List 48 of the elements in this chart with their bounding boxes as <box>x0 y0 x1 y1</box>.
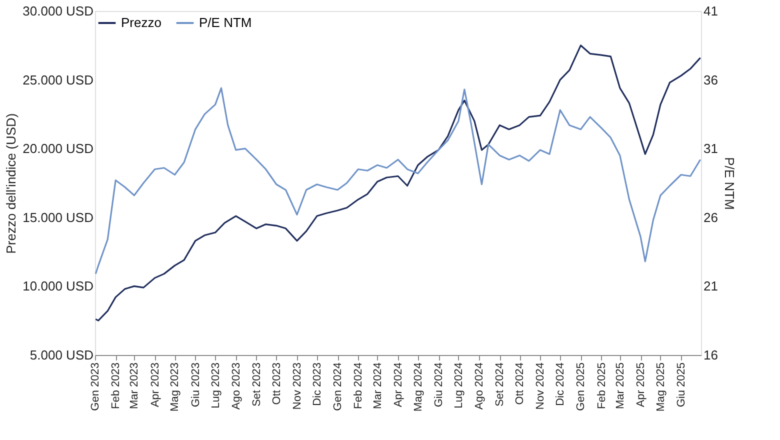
x-tick-label: Mag 2024 <box>412 362 424 412</box>
x-tick-label: Mar 2024 <box>372 362 384 409</box>
y-tick-label: 15.000 USD <box>22 210 94 225</box>
y-tick-label: 30.000 USD <box>22 4 94 18</box>
x-tick-label: Mar 2023 <box>128 362 141 409</box>
y2-tick-label: 41 <box>704 4 718 18</box>
x-tick-label: Lug 2024 <box>452 362 465 408</box>
legend-label: Prezzo <box>121 15 162 30</box>
x-tick-label: Gen 2023 <box>90 362 102 411</box>
y2-tick-label: 31 <box>704 141 718 156</box>
x-tick-label: Ott 2023 <box>270 362 283 405</box>
legend-label: P/E NTM <box>199 15 252 30</box>
y-tick-label: 10.000 USD <box>22 278 94 294</box>
y-axis-title: Prezzo dell'indice (USD) <box>4 113 19 254</box>
x-tick-label: Mag 2023 <box>169 362 182 412</box>
y-tick-label: 20.000 USD <box>22 141 94 156</box>
x-tick-label: Feb 2025 <box>596 362 608 409</box>
x-tick-label: Set 2024 <box>494 362 506 407</box>
x-tick-label: Apr 2023 <box>149 362 162 408</box>
x-tick-label: Gen 2024 <box>332 362 344 411</box>
x-tick-label: Mag 2025 <box>654 362 667 412</box>
x-tick-label: Nov 2023 <box>292 362 304 410</box>
x-tick-label: Nov 2024 <box>534 362 547 410</box>
y2-tick-label: 26 <box>704 210 718 225</box>
y2-tick-label: 16 <box>704 348 718 362</box>
x-tick-label: Ago 2023 <box>230 362 242 410</box>
x-tick-label: Giu 2024 <box>433 362 446 408</box>
x-tick-label: Dic 2024 <box>554 362 567 406</box>
y2-tick-label: 36 <box>704 72 718 88</box>
line-series <box>94 87 702 275</box>
line-series <box>94 44 702 322</box>
y-tick-label: 25.000 USD <box>22 72 94 88</box>
x-tick-label: Ago 2024 <box>474 362 486 410</box>
x-tick-label: Giu 2025 <box>676 362 688 408</box>
x-tick-label: Mar 2025 <box>614 362 626 409</box>
x-tick-label: Feb 2023 <box>110 362 122 409</box>
x-tick-label: Gen 2025 <box>575 362 588 411</box>
y2-axis-title: P/E NTM <box>722 157 737 210</box>
x-tick-label: Set 2023 <box>250 362 263 407</box>
x-tick-label: Giu 2023 <box>190 362 202 408</box>
x-tick-label: Feb 2024 <box>352 362 365 409</box>
x-tick-label: Apr 2025 <box>635 362 648 408</box>
x-tick-label: Lug 2023 <box>210 362 222 408</box>
y-tick-label: 5.000 USD <box>30 348 94 362</box>
x-tick-label: Dic 2023 <box>311 362 324 406</box>
x-tick-label: Ott 2024 <box>514 362 526 405</box>
x-tick-label: Apr 2024 <box>392 362 404 408</box>
y2-tick-label: 21 <box>704 278 718 294</box>
